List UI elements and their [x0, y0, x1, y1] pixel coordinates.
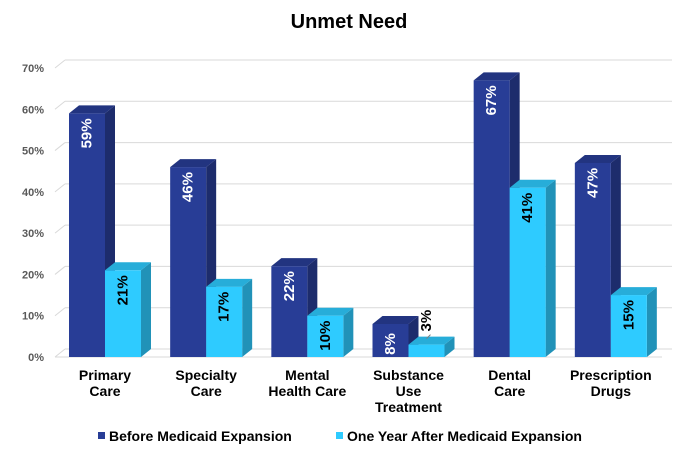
bar-top — [610, 287, 657, 296]
y-tick-label: 10% — [22, 311, 44, 323]
bar-front — [271, 266, 308, 357]
x-tick-label: Mental — [285, 367, 329, 383]
leader-line — [426, 334, 431, 339]
gridline-depth — [54, 307, 66, 317]
x-tick-label: Prescription — [570, 367, 652, 383]
bar-side — [545, 179, 556, 357]
x-tick-label: Dental — [488, 367, 531, 383]
bar-top — [408, 336, 455, 345]
bar-side — [242, 278, 253, 357]
legend-swatch — [98, 432, 105, 439]
bar: 41% — [509, 179, 556, 357]
chart-title: Unmet Need — [291, 11, 408, 33]
data-label: 17% — [216, 292, 233, 322]
bar: 17% — [206, 278, 253, 357]
bar-front — [206, 286, 243, 357]
x-tick-label: Substance — [373, 367, 444, 383]
data-label: 21% — [115, 275, 132, 305]
bar: 46% — [170, 159, 217, 357]
data-label: 41% — [519, 193, 536, 223]
y-tick-label: 70% — [22, 63, 44, 75]
bar: 22% — [271, 258, 318, 357]
bar-top — [509, 179, 556, 188]
bar-top — [69, 105, 115, 114]
x-tick-label: Drugs — [591, 383, 632, 399]
bar-top — [574, 154, 621, 163]
gridline-depth — [54, 100, 66, 110]
bar: 21% — [105, 262, 151, 357]
x-tick-label: Treatment — [375, 399, 442, 415]
bar-side — [141, 262, 151, 357]
bar-front — [105, 270, 141, 357]
data-label: 47% — [584, 168, 601, 198]
gridline-depth — [54, 266, 66, 275]
bar-top — [170, 159, 217, 168]
bar-front — [574, 162, 611, 357]
x-tick-label: Primary — [79, 367, 131, 383]
data-label: 22% — [281, 271, 298, 301]
data-label: 15% — [620, 300, 637, 330]
y-tick-label: 0% — [28, 352, 44, 364]
bar-front — [307, 315, 344, 357]
bar-top — [372, 315, 419, 324]
bar-top — [271, 258, 318, 267]
bar-side — [343, 307, 354, 357]
y-tick-label: 20% — [22, 269, 44, 281]
x-tick-label: Care — [191, 383, 222, 399]
bar-front — [372, 323, 409, 357]
bar-front — [69, 113, 105, 358]
gridline-depth — [54, 142, 66, 151]
bar-front — [170, 167, 207, 357]
data-label: 3% — [418, 310, 435, 332]
bar-front — [473, 80, 510, 357]
bar-front — [610, 295, 647, 357]
bars: 59% 21% 46% 17% 22% 10% 8% 3% 67% 41% 47% 15% — [69, 72, 657, 358]
x-tick-label: Health Care — [268, 383, 346, 399]
legend-label: One Year After Medicaid Expansion — [347, 428, 582, 444]
data-label: 8% — [382, 333, 399, 355]
bar: 10% — [307, 307, 354, 357]
x-tick-label: Care — [89, 383, 120, 399]
gridline-depth — [54, 183, 66, 193]
y-axis: 0% 10% 20% 30% 40% 50% 60% 70% — [22, 63, 44, 364]
bar-side — [646, 287, 657, 357]
bar-top — [473, 72, 520, 81]
data-label: 10% — [317, 321, 334, 351]
y-tick-label: 50% — [22, 146, 44, 158]
bar-top — [307, 307, 354, 316]
x-tick-label: Care — [494, 383, 525, 399]
x-tick-label: Specialty — [175, 367, 237, 383]
bar-top — [105, 262, 151, 271]
legend-label: Before Medicaid Expansion — [109, 428, 292, 444]
bar-top — [206, 278, 253, 287]
bar-front — [408, 344, 445, 357]
y-tick-label: 40% — [22, 187, 44, 199]
bar-front — [509, 187, 546, 357]
gridline-depth — [54, 59, 66, 69]
data-label: 59% — [79, 118, 96, 148]
legend-swatch — [336, 432, 343, 439]
gridlines — [54, 59, 672, 358]
legend: Before Medicaid Expansion One Year After … — [98, 428, 582, 444]
x-tick-label: Use — [396, 383, 422, 399]
y-tick-label: 30% — [22, 228, 44, 240]
data-label: 67% — [483, 85, 500, 115]
data-label: 46% — [180, 172, 197, 202]
bar: 15% — [610, 287, 657, 357]
y-tick-label: 60% — [22, 104, 44, 116]
bar: 3% — [408, 310, 455, 357]
gridline-depth — [54, 224, 66, 234]
gridline-depth — [54, 348, 66, 358]
bar-side — [444, 336, 455, 357]
